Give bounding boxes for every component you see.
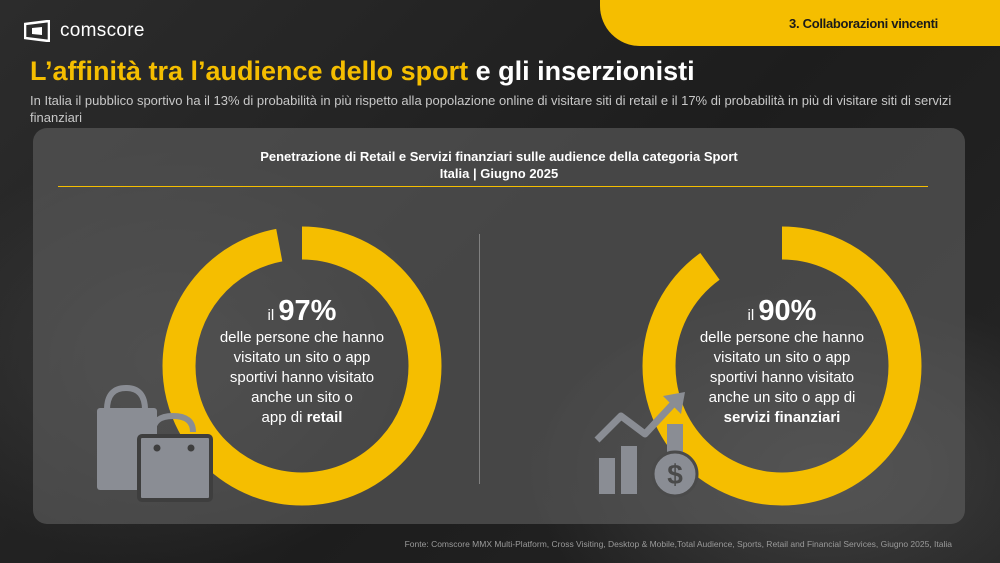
donut-retail-label: il 97% delle persone che hanno visitato …: [197, 294, 407, 428]
title-rule: [58, 186, 928, 187]
retail-category: retail: [306, 409, 343, 426]
retail-prefix: il: [267, 307, 275, 324]
comscore-logo: comscore: [24, 20, 145, 42]
retail-text-line: anche un sito o: [251, 389, 353, 406]
section-label: 3. Collaborazioni vincenti: [789, 15, 938, 31]
title-highlight: L’affinità tra l’audience dello sport: [30, 56, 469, 86]
svg-text:$: $: [667, 459, 683, 490]
page-title: L’affinità tra l’audience dello sport e …: [30, 56, 695, 87]
financial-prefix: il: [747, 307, 755, 324]
financial-growth-icon: $: [594, 392, 699, 498]
page-subtitle: In Italia il pubblico sportivo ha il 13%…: [30, 93, 952, 125]
financial-text-line: delle persone che hanno: [699, 329, 865, 346]
retail-text-line: delle persone che hanno: [219, 329, 385, 346]
section-tab: 3. Collaborazioni vincenti: [600, 0, 1000, 46]
financial-category: servizi finanziari: [723, 409, 841, 426]
chart-divider: [479, 234, 480, 484]
financial-text-line: anche un sito o app di: [708, 389, 856, 406]
comscore-logo-icon: [24, 20, 50, 42]
retail-percentage: 97%: [278, 295, 337, 327]
title-rest: e gli inserzionisti: [468, 56, 695, 86]
retail-text-last: app di: [261, 409, 307, 426]
chart-title-line2: Italia | Giugno 2025: [439, 166, 559, 181]
source-note: Fonte: Comscore MMX Multi-Platform, Cros…: [404, 539, 952, 549]
retail-text-line: sportivi hanno visitato: [229, 369, 375, 386]
financial-percentage: 90%: [758, 295, 817, 327]
brand-name: comscore: [60, 20, 145, 41]
financial-text-line: sportivi hanno visitato: [709, 369, 855, 386]
shopping-bags-icon: [97, 384, 213, 502]
financial-text-line: visitato un sito o app: [713, 349, 851, 366]
donut-financial-label: il 90% delle persone che hanno visitato …: [677, 294, 887, 428]
chart-title-line1: Penetrazione di Retail e Servizi finanzi…: [260, 149, 738, 164]
retail-text-line: visitato un sito o app: [233, 349, 371, 366]
